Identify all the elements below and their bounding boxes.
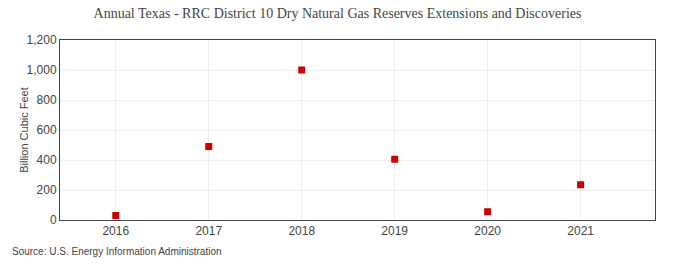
svg-text:Annual Texas - RRC District 10: Annual Texas - RRC District 10 Dry Natur…	[94, 6, 582, 21]
svg-text:600: 600	[37, 123, 57, 137]
svg-text:2016: 2016	[102, 224, 129, 238]
svg-text:800: 800	[37, 93, 57, 107]
svg-text:400: 400	[37, 153, 57, 167]
svg-text:0: 0	[50, 213, 57, 227]
svg-text:2019: 2019	[381, 224, 408, 238]
svg-text:1,200: 1,200	[27, 33, 57, 47]
svg-text:200: 200	[37, 183, 57, 197]
svg-text:1,000: 1,000	[27, 63, 57, 77]
svg-text:2018: 2018	[288, 224, 315, 238]
svg-text:2017: 2017	[195, 224, 222, 238]
svg-text:2021: 2021	[567, 224, 594, 238]
svg-text:Billion Cubic Feet: Billion Cubic Feet	[18, 87, 30, 173]
svg-text:2020: 2020	[474, 224, 501, 238]
svg-text:Source: U.S. Energy Informatio: Source: U.S. Energy Information Administ…	[12, 246, 222, 257]
